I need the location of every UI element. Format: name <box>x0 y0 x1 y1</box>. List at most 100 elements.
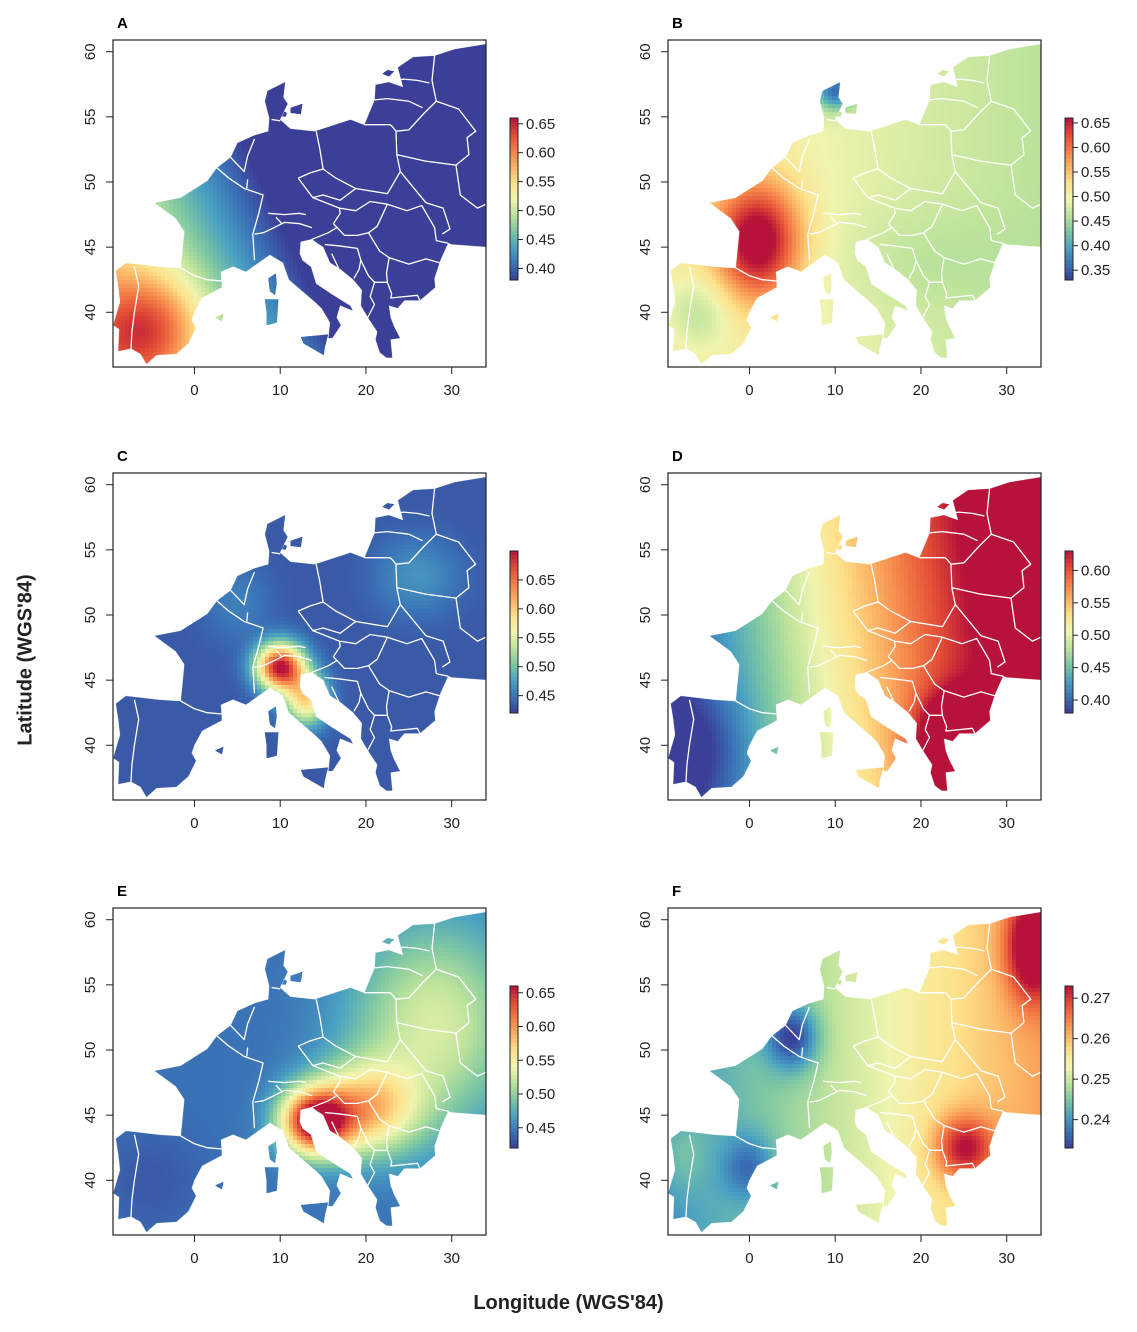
y-tick-label: 50 <box>82 607 99 624</box>
colorbar-tick-label: 0.65 <box>526 985 555 1002</box>
x-tick-label: 20 <box>358 815 375 832</box>
x-tick-label: 20 <box>358 1250 375 1267</box>
map-panel-d: D 0 10 20 30 40 45 50 55 60 0.40 0.45 0.50 0.55 0.60 <box>637 448 1110 832</box>
y-tick-label: 40 <box>82 304 99 321</box>
x-tick-label: 0 <box>745 815 753 832</box>
x-tick-label: 30 <box>998 1250 1015 1267</box>
colorbar: 0.24 0.25 0.26 0.27 <box>1064 985 1110 1149</box>
colorbar-tick-label: 0.55 <box>1081 164 1110 181</box>
colorbar: 0.40 0.45 0.50 0.55 0.60 <box>1064 550 1110 714</box>
panel-letter: E <box>117 883 127 900</box>
x-tick-label: 30 <box>443 1250 460 1267</box>
colorbar-tick-label: 0.50 <box>526 659 555 676</box>
colorbar-tick-label: 0.55 <box>526 1052 555 1069</box>
x-tick-label: 10 <box>827 815 844 832</box>
colorbar-tick-label: 0.55 <box>1081 595 1110 612</box>
x-tick-label: 0 <box>190 382 198 399</box>
y-tick-label: 50 <box>82 1042 99 1059</box>
y-tick-label: 60 <box>82 476 99 493</box>
y-tick-label: 40 <box>637 1172 654 1189</box>
y-tick-label: 55 <box>82 977 99 994</box>
x-tick-label: 10 <box>272 382 289 399</box>
x-tick-label: 30 <box>443 382 460 399</box>
y-tick-label: 60 <box>637 43 654 60</box>
x-tick-label: 30 <box>998 815 1015 832</box>
map-panel-e: E 0 10 20 30 40 45 50 55 60 0.45 0.50 0.55 0.60 0.65 <box>82 883 555 1267</box>
heatmap-raster <box>113 43 486 365</box>
plot-frame <box>667 472 1042 801</box>
y-tick-label: 60 <box>82 43 99 60</box>
colorbar: 0.40 0.45 0.50 0.55 0.60 0.65 <box>509 116 555 281</box>
colorbar-tick-label: 0.60 <box>1081 562 1110 579</box>
y-tick-label: 55 <box>637 109 654 126</box>
country-borders <box>130 488 486 782</box>
x-tick-label: 10 <box>827 382 844 399</box>
x-tick-label: 0 <box>190 1250 198 1267</box>
y-tick-label: 60 <box>637 911 654 928</box>
y-tick-label: 55 <box>82 109 99 126</box>
colorbar-tick-label: 0.65 <box>526 572 555 589</box>
y-tick-label: 50 <box>82 174 99 191</box>
y-tick-label: 45 <box>637 239 654 256</box>
map-panel-b: B0 10 20 3040455055600.350.400.450.500.550.… <box>637 15 1110 399</box>
colorbar-tick-label: 0.60 <box>1081 139 1110 156</box>
country-borders <box>130 55 486 349</box>
colorbar-tick-label: 0.45 <box>526 688 555 705</box>
y-tick-label: 50 <box>637 1042 654 1059</box>
y-tick-label: 55 <box>82 542 99 559</box>
colorbar-tick-label: 0.45 <box>526 1120 555 1137</box>
x-tick-label: 20 <box>913 1250 930 1267</box>
country-borders <box>685 55 1041 349</box>
y-tick-label: 45 <box>637 1107 654 1124</box>
y-tick-label: 40 <box>82 737 99 754</box>
map-panel-c: C 0 10 20 30 40 45 50 55 60 0.45 0.50 0.55 0.60 0.65 <box>82 448 555 832</box>
heatmap-raster <box>668 43 1041 365</box>
y-tick-label: 55 <box>637 977 654 994</box>
y-tick-label: 40 <box>637 304 654 321</box>
colorbar-tick-label: 0.40 <box>526 260 555 277</box>
colorbar-tick-label: 0.65 <box>526 116 555 133</box>
plot-frame <box>667 39 1042 368</box>
country-borders <box>685 488 1041 782</box>
plot-frame <box>667 907 1042 1236</box>
y-tick-label: 50 <box>637 607 654 624</box>
colorbar-tick-label: 0.60 <box>526 1019 555 1036</box>
colorbar-tick-label: 0.24 <box>1081 1112 1110 1129</box>
colorbar-tick-label: 0.60 <box>526 601 555 618</box>
heatmap-raster <box>668 911 1041 1233</box>
colorbar: 0.45 0.50 0.55 0.60 0.65 <box>509 550 555 714</box>
colorbar-tick-label: 0.50 <box>1081 189 1110 206</box>
x-tick-label: 0 <box>190 815 198 832</box>
colorbar-tick-label: 0.26 <box>1081 1031 1110 1048</box>
colorbar: 0.35 0.40 0.45 0.50 0.55 0.60 0.65 <box>1064 115 1110 281</box>
x-tick-label: 30 <box>998 382 1015 399</box>
x-tick-label: 10 <box>272 815 289 832</box>
colorbar-tick-label: 0.40 <box>1081 238 1110 255</box>
x-tick-label: 30 <box>443 815 460 832</box>
x-tick-label: 20 <box>913 815 930 832</box>
map-panel-f: F 0 10 20 30 40 45 50 55 60 0.24 0.25 0.26 0.27 <box>637 883 1110 1267</box>
x-tick-label: 10 <box>272 1250 289 1267</box>
y-tick-label: 50 <box>637 174 654 191</box>
colorbar-tick-label: 0.27 <box>1081 990 1110 1007</box>
colorbar-tick-label: 0.50 <box>526 203 555 220</box>
panel-letter: D <box>672 448 683 465</box>
x-tick-label: 0 <box>745 1250 753 1267</box>
y-tick-label: 45 <box>82 1107 99 1124</box>
colorbar-tick-label: 0.25 <box>1081 1071 1110 1088</box>
y-tick-label: 55 <box>637 542 654 559</box>
map-panel-a: A0 10 20 3040455055600.400.450.500.550.600.… <box>82 15 555 399</box>
x-tick-label: 0 <box>745 382 753 399</box>
y-tick-label: 40 <box>82 1172 99 1189</box>
heatmap-raster <box>668 476 1041 798</box>
colorbar-tick-label: 0.40 <box>1081 692 1110 709</box>
colorbar-tick-label: 0.65 <box>1081 115 1110 132</box>
y-axis-title: Latitude (WGS'84) <box>15 574 38 745</box>
panel-letter: C <box>117 448 128 465</box>
y-tick-label: 60 <box>637 476 654 493</box>
colorbar-tick-label: 0.55 <box>526 174 555 191</box>
heatmap-raster <box>113 911 486 1233</box>
colorbar-tick-label: 0.60 <box>526 145 555 162</box>
y-tick-label: 40 <box>637 737 654 754</box>
